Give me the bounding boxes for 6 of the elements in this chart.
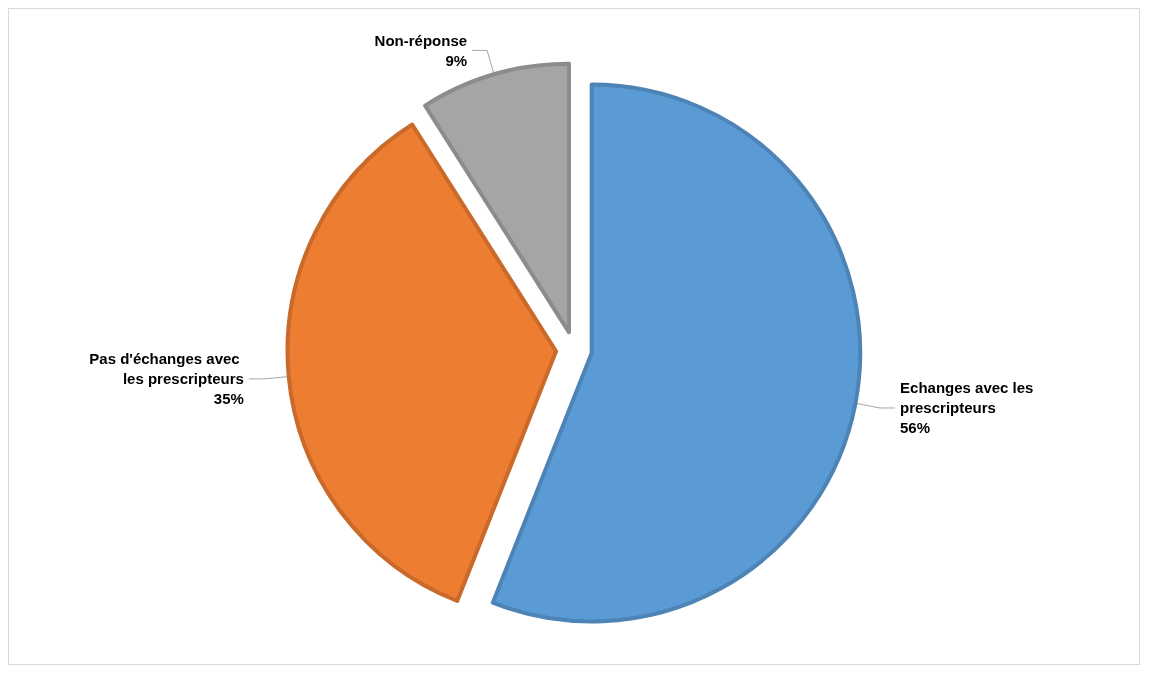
data-label: 56% [900,419,931,437]
data-label: 35% [213,390,244,408]
data-label: 9% [445,51,468,69]
slice-label: Pas d'échanges avec les prescripteurs [89,350,244,388]
slice-label: Non-réponse [374,31,468,49]
slice-label: Echanges avec les prescripteurs [900,379,1038,417]
